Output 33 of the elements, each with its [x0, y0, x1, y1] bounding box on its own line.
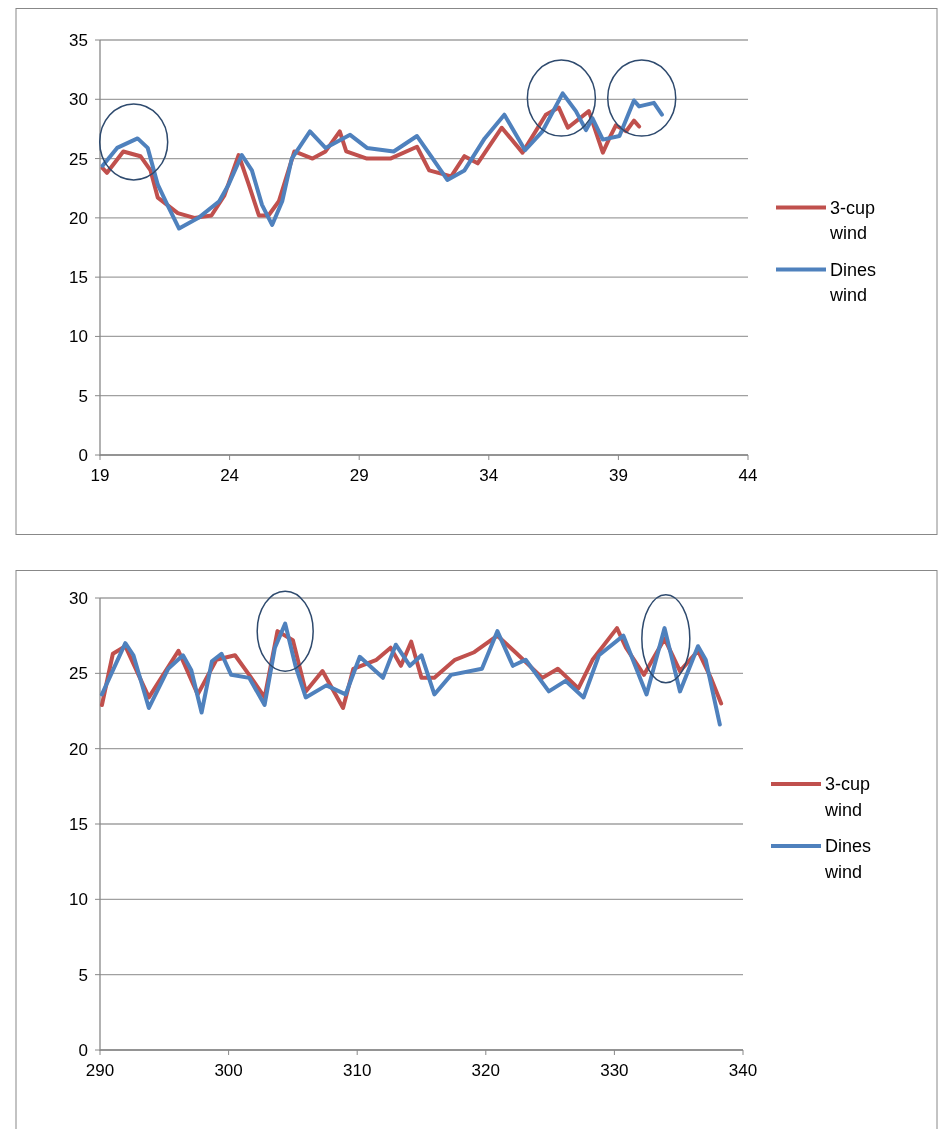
line-series: [100, 91, 664, 231]
legend-label: Dines wind: [824, 836, 872, 882]
x-tick-label: 29: [349, 466, 369, 485]
x-tick-label: 19: [90, 466, 110, 485]
x-tick-label: 24: [220, 466, 240, 485]
x-tick-label: 320: [471, 1061, 500, 1080]
y-tick-label: 20: [69, 739, 88, 759]
y-tick-label: 25: [69, 149, 88, 169]
y-tick-label: 10: [69, 327, 88, 347]
y-tick-label: 0: [78, 445, 88, 465]
x-tick-label: 39: [608, 466, 628, 485]
y-tick-label: 5: [78, 965, 88, 985]
x-tick-label: 340: [728, 1061, 758, 1080]
y-tick-label: 15: [69, 814, 88, 834]
y-tick-label: 30: [69, 588, 88, 608]
y-tick-label: 5: [78, 386, 88, 406]
y-tick-label: 25: [69, 664, 88, 684]
y-tick-label: 0: [78, 1040, 88, 1060]
y-tick-label: 20: [69, 208, 88, 228]
legend-label: Dines wind: [829, 259, 877, 305]
x-tick-label: 34: [479, 466, 499, 485]
y-tick-label: 35: [69, 30, 88, 50]
legend-label: 3-cup wind: [829, 197, 876, 243]
x-tick-label: 300: [214, 1061, 243, 1080]
x-tick-label: 290: [85, 1061, 115, 1080]
legend-label: 3-cup wind: [824, 774, 871, 820]
x-tick-label: 330: [600, 1061, 629, 1080]
line-series: [99, 621, 722, 727]
x-tick-label: 310: [343, 1061, 372, 1080]
y-tick-label: 10: [69, 890, 88, 910]
y-tick-label: 15: [69, 268, 88, 288]
y-tick-label: 30: [69, 90, 88, 110]
x-tick-label: 44: [738, 466, 758, 485]
